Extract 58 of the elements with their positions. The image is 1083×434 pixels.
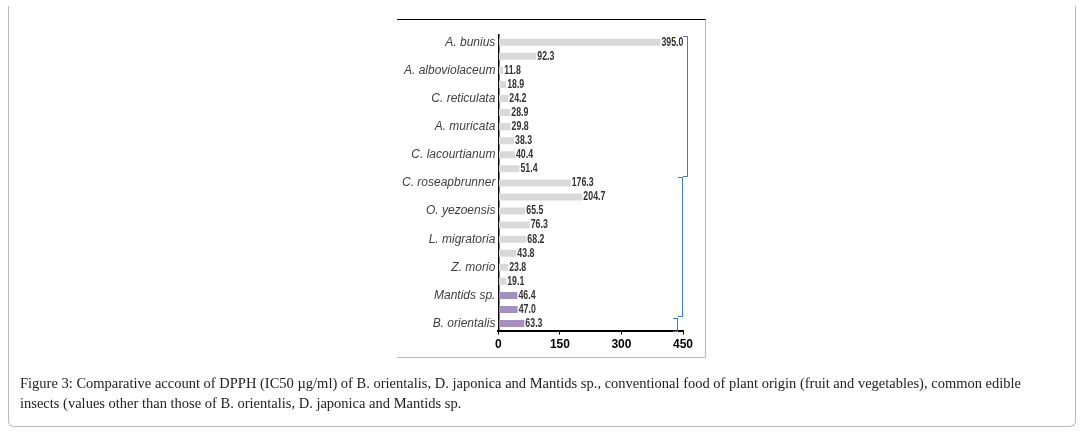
y-tick-label: Mantids sp. (434, 287, 496, 302)
data-label: 24.2 (509, 90, 527, 105)
x-tick-label: 300 (611, 337, 632, 352)
y-tick-label: O. yezoensis (426, 203, 496, 218)
data-label: 68.2 (527, 231, 545, 245)
data-label: 40.4 (515, 146, 534, 161)
y-tick-label: C. reticulata (431, 90, 496, 105)
data-label: 65.5 (526, 202, 544, 217)
bar (498, 80, 507, 88)
y-tick-label: C. lacourtianum (411, 147, 496, 162)
data-label: 395.0 (661, 34, 684, 48)
data-label: 19.1 (507, 273, 525, 287)
bar (498, 94, 509, 103)
data-label: 28.9 (511, 104, 529, 119)
bar (498, 179, 571, 187)
data-label: 18.9 (507, 76, 525, 91)
bar (498, 151, 515, 159)
data-label: 204.7 (583, 188, 606, 203)
y-tick-label: C. roseapbrunner (402, 175, 497, 190)
bar (498, 235, 527, 243)
x-tick-label: 150 (549, 337, 571, 352)
bar (498, 52, 537, 60)
bar (498, 291, 518, 299)
data-label: 29.8 (511, 118, 529, 133)
bar (498, 320, 525, 328)
y-tick-label: A. alboviolaceum (403, 62, 496, 77)
data-label: 51.4 (520, 160, 538, 175)
bar (498, 193, 583, 201)
data-label: 11.8 (504, 62, 521, 76)
bar (498, 207, 526, 215)
bar (498, 277, 507, 285)
data-label: 63.3 (525, 315, 543, 330)
bar (498, 109, 511, 117)
y-tick-label: A. bunius (444, 34, 496, 49)
data-label: 92.3 (537, 48, 555, 62)
x-tick-label: 0 (495, 337, 503, 352)
bar (498, 123, 511, 131)
bar (498, 38, 661, 46)
data-label: 176.3 (571, 174, 594, 189)
y-tick-label: B. orientalis (432, 315, 496, 330)
bar (498, 137, 515, 145)
y-tick-label: A. muricata (433, 118, 496, 133)
bar (498, 249, 517, 257)
bar (498, 165, 520, 173)
x-tick-label: 450 (672, 337, 694, 352)
data-label: 23.8 (509, 259, 527, 273)
y-tick-label: L. migratoria (428, 231, 496, 246)
caption: Figure 3: Comparative account of DPPH (IC50 µg/ml) of B. orientalis, D. japonica and Mantids sp., conventional food of plant origin (fruit and vegetables), common edible insects (values other than those of B. orientalis, D. japonica and Mantids sp. (20, 374, 1022, 413)
bar (498, 66, 504, 74)
data-label: 46.4 (518, 287, 536, 302)
bar (498, 263, 509, 271)
bar (498, 305, 518, 314)
y-tick-label: Z. morio (450, 259, 496, 274)
data-label: 43.8 (517, 245, 535, 259)
data-label: 76.3 (530, 217, 548, 231)
bar (498, 221, 530, 229)
data-label: 38.3 (515, 132, 533, 147)
data-label: 47.0 (518, 301, 536, 316)
